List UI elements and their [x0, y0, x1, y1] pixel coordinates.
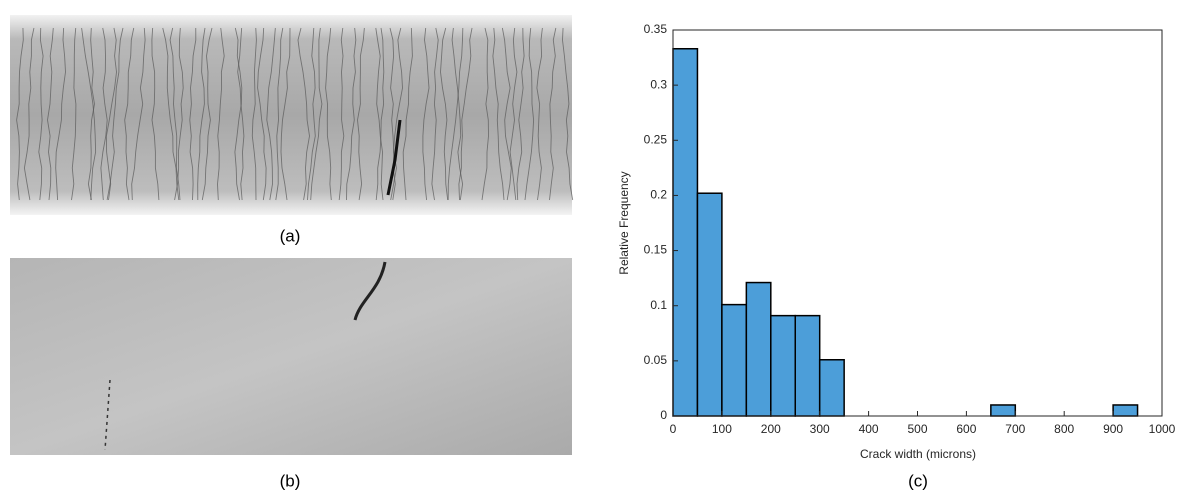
crack — [492, 27, 505, 201]
crack — [422, 27, 430, 201]
crack — [47, 27, 54, 201]
crack — [338, 27, 345, 201]
crack — [105, 27, 117, 201]
crack — [275, 27, 284, 201]
y-tick-label: 0.15 — [644, 243, 668, 257]
crack — [431, 27, 439, 201]
bar — [818, 359, 845, 417]
crack — [87, 27, 95, 201]
crack — [524, 27, 535, 201]
crack — [458, 27, 473, 201]
crack — [38, 27, 44, 201]
crack — [104, 379, 111, 451]
crack — [375, 27, 385, 201]
crack — [516, 27, 525, 201]
y-tick-label: 0.2 — [650, 188, 667, 202]
crack — [169, 27, 181, 201]
photo-a — [10, 15, 574, 215]
crack — [440, 27, 449, 201]
bar — [721, 303, 748, 417]
plot-frame — [672, 29, 1163, 417]
caption-c: (c) — [908, 471, 928, 490]
x-tick-label: 300 — [810, 422, 830, 436]
crack — [357, 27, 365, 201]
crack — [325, 27, 332, 201]
crack — [549, 27, 557, 201]
x-tick-label: 700 — [1005, 422, 1025, 436]
x-tick-label: 600 — [956, 422, 976, 436]
crack — [237, 27, 245, 201]
crack — [201, 27, 213, 201]
x-tick-label: 800 — [1054, 422, 1074, 436]
crack — [447, 27, 464, 201]
bar — [1112, 404, 1139, 417]
x-tick-label: 1000 — [1149, 422, 1176, 436]
bar — [745, 281, 772, 417]
bar — [770, 314, 796, 417]
crack — [536, 27, 543, 201]
crack — [151, 27, 160, 201]
chart: 0 0.05 0.1 0.15 0.2 0.25 0.3 0.35 0 100 200 300 400 5… — [644, 22, 1176, 436]
x-tick-label: 0 — [670, 422, 677, 436]
y-tick-label: 0.35 — [644, 22, 668, 36]
bar — [794, 314, 821, 417]
crack — [162, 27, 180, 201]
y-axis-label: Relative Frequency — [617, 171, 631, 274]
x-tick-label: 900 — [1103, 422, 1123, 436]
crack — [509, 27, 518, 201]
crack — [402, 27, 413, 201]
bar — [990, 404, 1017, 417]
crack — [189, 27, 197, 201]
crack — [217, 27, 225, 201]
crack — [310, 27, 323, 201]
bar — [696, 192, 723, 417]
crack — [307, 27, 316, 201]
x-tick-label: 400 — [859, 422, 879, 436]
crack — [197, 27, 206, 201]
crack — [451, 27, 464, 201]
crack — [266, 27, 276, 201]
crack — [124, 27, 135, 201]
x-axis-label: Crack width (microns) — [860, 447, 976, 461]
crack — [234, 27, 243, 201]
y-tick-label: 0.25 — [644, 132, 668, 146]
crack — [106, 27, 124, 201]
crack — [55, 27, 66, 201]
crack — [81, 27, 97, 201]
crack — [353, 261, 387, 321]
crack — [16, 27, 24, 201]
y-tick-label: 0 — [660, 408, 667, 422]
y-tick-label: 0.3 — [650, 77, 667, 91]
x-tick-label: 500 — [907, 422, 927, 436]
crack — [251, 27, 257, 201]
crack — [23, 27, 35, 201]
crack — [562, 27, 574, 201]
x-tick-label: 200 — [761, 422, 781, 436]
y-tick-label: 0.1 — [650, 298, 667, 312]
crack — [501, 27, 512, 201]
caption-a: (a) — [280, 226, 301, 245]
photo-b — [10, 258, 572, 455]
x-tick-label: 100 — [712, 422, 732, 436]
caption-b: (b) — [280, 471, 301, 490]
crack — [174, 27, 184, 201]
specimen-b — [10, 258, 572, 455]
specimen-a — [10, 15, 572, 215]
crack — [71, 27, 77, 201]
crack — [390, 27, 403, 201]
crack — [375, 27, 384, 201]
crack — [297, 27, 310, 201]
crack — [346, 27, 357, 201]
y-tick-label: 0.05 — [644, 353, 668, 367]
crack — [481, 27, 489, 201]
crack — [131, 27, 146, 201]
crack — [280, 27, 291, 201]
crack — [100, 27, 108, 201]
crack — [257, 27, 267, 201]
crack — [386, 119, 402, 196]
